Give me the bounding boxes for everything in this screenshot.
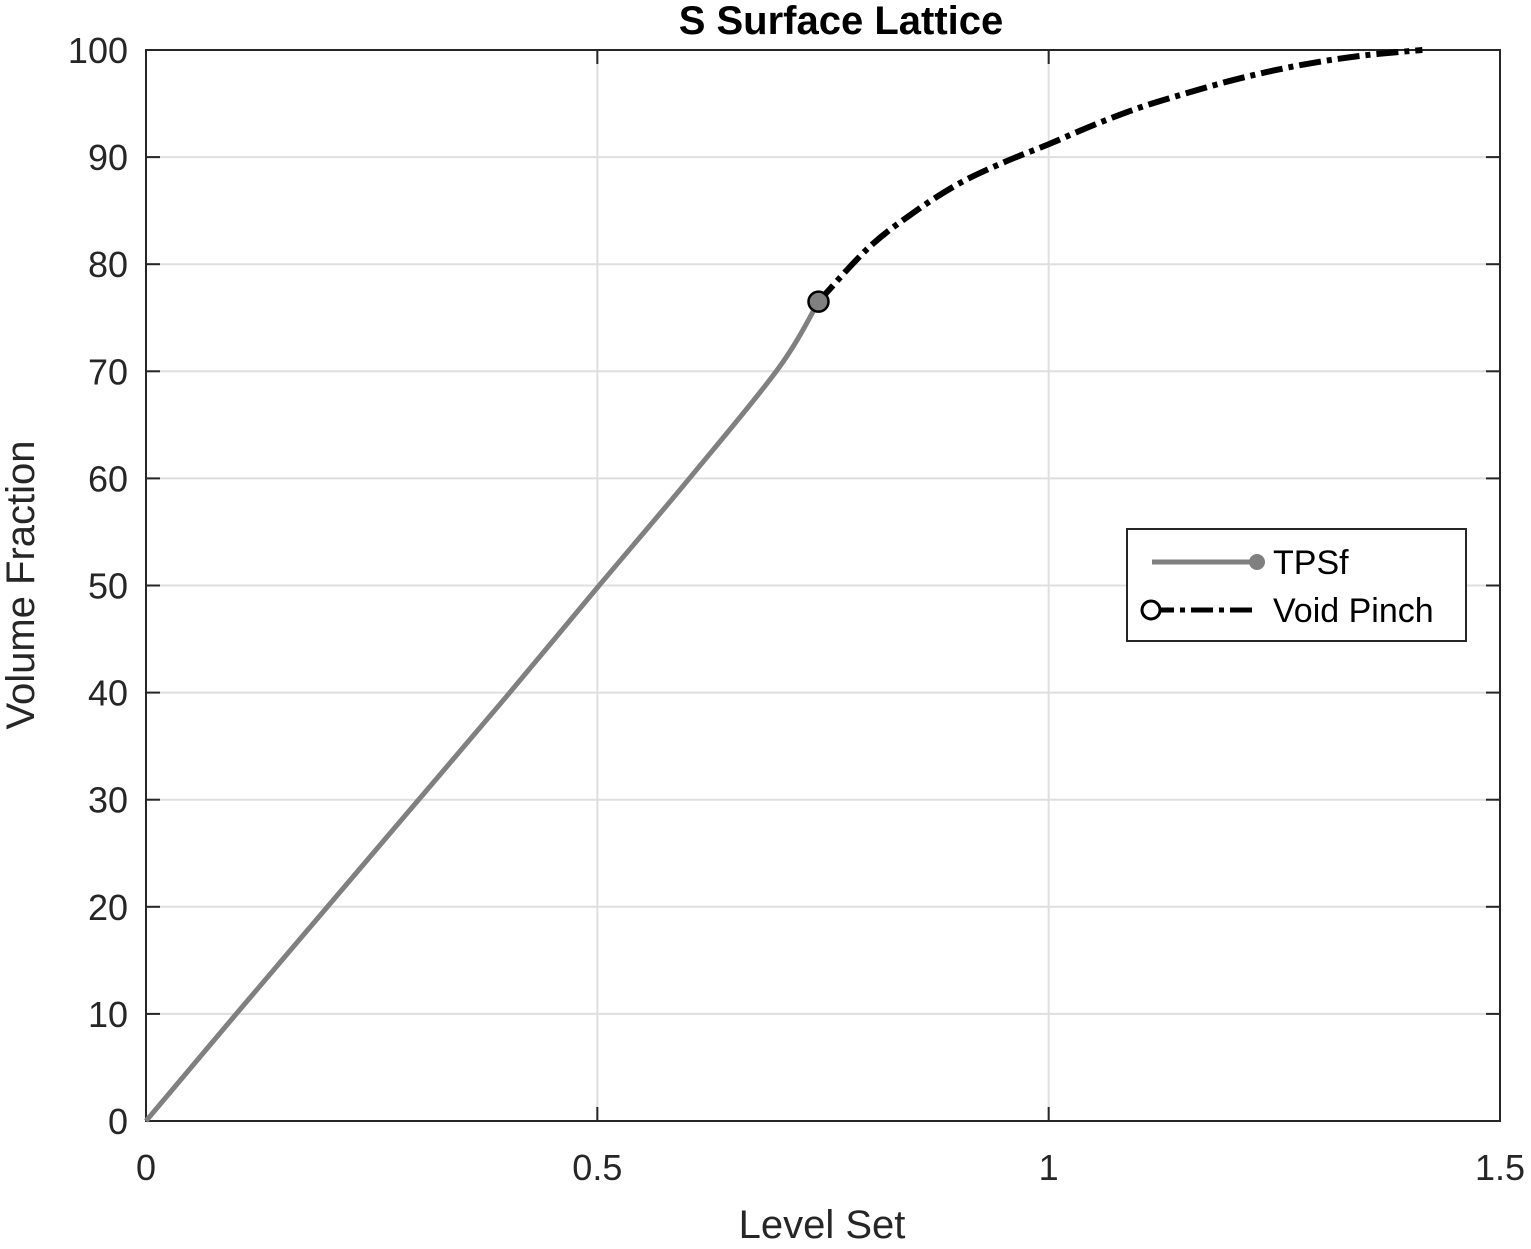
y-tick-label: 90 <box>88 137 128 178</box>
x-tick-label: 0 <box>136 1147 156 1188</box>
tick-labels: 0 0.5 1 1.5 0 10 20 30 40 50 60 70 80 90 100 <box>68 30 1525 1188</box>
legend-box <box>1126 528 1467 642</box>
series-line-tpsf <box>144 300 821 1123</box>
series-layer <box>144 47 1423 1123</box>
y-tick-label: 50 <box>88 566 128 607</box>
x-tick-label: 1.5 <box>1475 1147 1525 1188</box>
axes <box>145 49 1501 1122</box>
grid-lines <box>146 50 1500 1121</box>
y-tick-label: 40 <box>88 673 128 714</box>
y-tick-label: 80 <box>88 244 128 285</box>
legend-label-void-pinch: Void Pinch <box>1273 592 1434 630</box>
y-tick-label: 60 <box>88 458 128 499</box>
x-axis-title: Level Set <box>739 1203 906 1244</box>
transition-point-marker <box>807 290 830 313</box>
y-tick-label: 10 <box>88 994 128 1035</box>
x-tick-label: 1 <box>1039 1147 1059 1188</box>
legend: TPSf Void Pinch <box>1126 528 1467 642</box>
series-line-void-pinch <box>816 47 1423 304</box>
y-tick-label: 70 <box>88 351 128 392</box>
y-tick-label: 100 <box>68 30 128 71</box>
legend-marker-tpsf <box>1249 554 1265 570</box>
y-axis-title: Volume Fraction <box>0 440 43 729</box>
chart-title: S Surface Lattice <box>679 0 1004 43</box>
y-tick-label: 30 <box>88 780 128 821</box>
y-tick-label: 20 <box>88 887 128 928</box>
x-tick-label: 0.5 <box>572 1147 622 1188</box>
y-tick-label: 0 <box>108 1101 128 1142</box>
legend-marker-void-pinch <box>1140 599 1162 621</box>
legend-label-tpsf: TPSf <box>1273 544 1349 582</box>
